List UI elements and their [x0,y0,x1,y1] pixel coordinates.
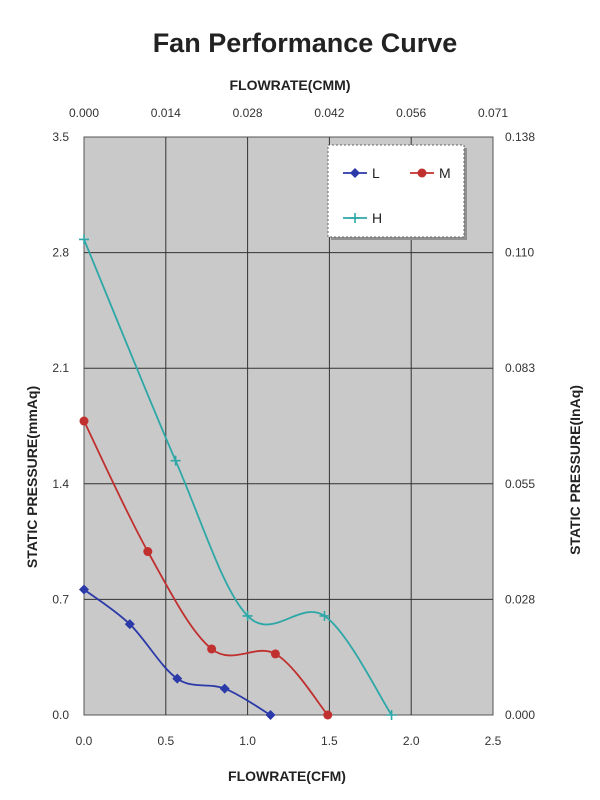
data-point-H [79,234,89,245]
y2-tick-label: 0.000 [505,708,535,722]
legend-box [327,144,465,238]
top-x-axis-title: FLOWRATE(CMM) [229,77,350,93]
legend-items: L M H [343,165,451,226]
data-point-L [172,673,183,684]
x2-tick-label: 0.056 [396,106,426,120]
series-line-M [83,420,329,716]
data-point-M [207,644,217,654]
y-tick-label: 0.0 [52,708,69,722]
x-tick-label: 1.0 [239,734,256,748]
chart-title: Fan Performance Curve [153,28,458,58]
series-H [79,234,397,720]
y-tick-label: 3.5 [52,130,69,144]
legend-label-H: H [372,210,382,226]
x-tick-label: 0.5 [157,734,174,748]
data-point-L [265,710,276,720]
bottom-x-axis-title: FLOWRATE(CFM) [228,768,346,784]
right-y-axis-title: STATIC PRESSURE(InAq) [567,385,583,555]
series-line-H [83,239,393,716]
data-point-L [79,584,89,595]
legend-marker-L [350,168,360,178]
x-tick-label: 2.0 [403,734,420,748]
y2-tick-label: 0.083 [505,361,535,375]
data-point-L [219,683,230,694]
y2-tick-label: 0.138 [505,130,535,144]
series-L [79,584,276,720]
x-tick-label: 0.0 [76,734,93,748]
legend-label-M: M [439,165,451,181]
y-tick-label: 2.1 [52,361,69,375]
x2-tick-label: 0.000 [69,106,99,120]
x2-tick-label: 0.071 [478,106,508,120]
data-point-M [79,416,89,426]
legend-marker-M [417,168,427,178]
series-layer [79,234,397,720]
tick-labels: 0.0 0.5 1.0 1.5 2.0 2.50.000 0.014 0.028 0.042 0.… [52,106,535,748]
data-point-M [270,649,280,659]
y-tick-label: 1.4 [52,477,69,491]
x2-tick-label: 0.028 [233,106,263,120]
y-tick-label: 2.8 [52,246,69,260]
x2-tick-label: 0.042 [314,106,344,120]
y2-tick-label: 0.110 [505,246,534,260]
series-M [79,416,333,720]
data-point-M [323,710,333,720]
legend-marker-H [350,213,360,223]
y2-tick-label: 0.055 [505,477,535,491]
y-tick-label: 0.7 [52,592,69,606]
left-y-axis-title: STATIC PRESSURE(mmAq) [24,386,40,568]
y2-tick-label: 0.028 [505,592,535,606]
legend-label-L: L [372,165,380,181]
data-point-H [170,455,181,466]
data-point-H [319,610,330,621]
data-point-L [124,619,135,630]
x-tick-label: 1.5 [321,734,338,748]
x-tick-label: 2.5 [485,734,502,748]
x2-tick-label: 0.014 [151,106,181,120]
data-point-M [143,547,153,557]
legend: L M H [327,144,467,240]
data-point-H [386,710,397,720]
data-point-H [242,610,253,621]
